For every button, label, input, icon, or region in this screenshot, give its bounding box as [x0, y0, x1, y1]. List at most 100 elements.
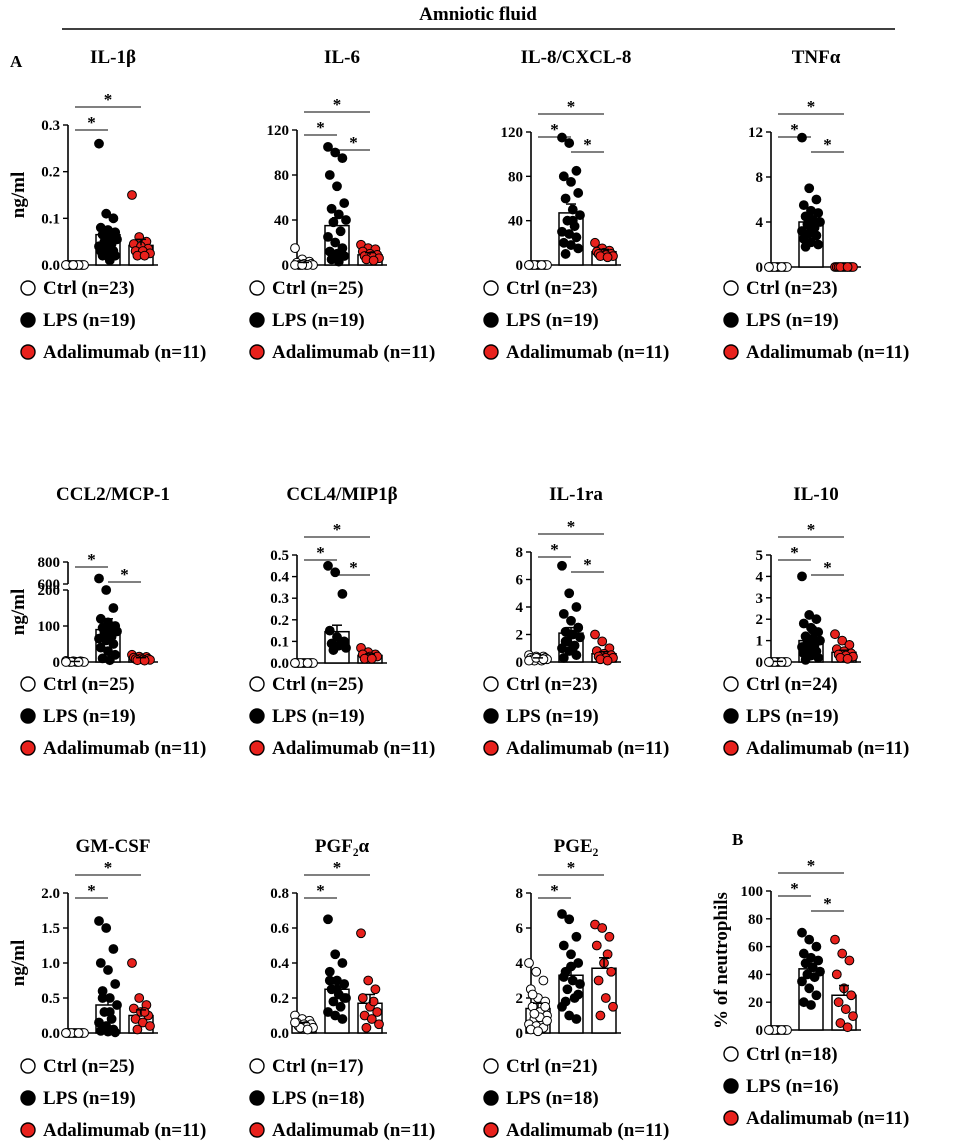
legend-label: LPS (n=19): [43, 1088, 136, 1109]
data-point-lps: [566, 949, 576, 960]
data-point-adalimumab: [593, 975, 604, 986]
significance-marker: *: [550, 120, 559, 139]
significance-marker: *: [87, 113, 96, 132]
legend-label: Ctrl (n=25): [43, 674, 135, 695]
data-point-lps: [564, 138, 575, 148]
data-point-lps: [337, 958, 348, 968]
legend-label: Adalimumab (n=11): [43, 1120, 206, 1141]
y-tick-label: 5: [756, 548, 764, 564]
data-point-lps: [560, 996, 571, 1007]
legend-marker-ctrl: [20, 676, 36, 692]
legend-label: Adalimumab (n=11): [506, 342, 669, 363]
data-point-lps: [566, 615, 576, 626]
data-point-lps: [797, 927, 807, 938]
data-point-lps: [560, 193, 571, 204]
data-point-adalimumab: [600, 993, 611, 1003]
data-point-lps: [108, 639, 119, 649]
data-point-lps: [811, 614, 822, 625]
data-point-lps: [797, 571, 807, 582]
data-point-lps: [558, 608, 569, 619]
data-point-adalimumab: [833, 997, 844, 1008]
y-tick-label: 0: [756, 655, 764, 671]
data-point-lps: [806, 1000, 816, 1010]
y-tick-label: 0: [516, 258, 524, 274]
legend-label: Adalimumab (n=11): [272, 342, 435, 363]
data-point-lps: [557, 560, 567, 571]
data-point-adalimumab: [842, 653, 853, 664]
data-point-ctrl: [764, 1025, 774, 1035]
data-point-lps: [110, 979, 121, 989]
data-point-lps: [804, 183, 815, 194]
chart-title: IL-1β: [90, 47, 136, 68]
legend-marker-adalimumab: [723, 740, 739, 756]
data-point-adalimumab: [134, 993, 145, 1003]
data-point-lps: [558, 652, 569, 663]
y-tick-label: 0.2: [270, 991, 289, 1007]
data-point-lps: [573, 243, 584, 254]
data-point-lps: [101, 585, 112, 595]
chart-title: TNFα: [792, 47, 841, 68]
data-point-adalimumab: [602, 655, 613, 666]
chart-title: CCL2/MCP-1: [56, 484, 170, 505]
data-point-lps: [324, 625, 335, 636]
data-point-ctrl: [290, 658, 300, 668]
data-point-lps: [804, 610, 815, 620]
data-point-lps: [337, 588, 348, 599]
data-point-lps: [97, 993, 108, 1003]
significance-marker: *: [790, 120, 799, 139]
chart-2: IL-6 0 40 80 120 * * * Ctrl (n=25) LPS (n=19) Adal…: [249, 47, 435, 363]
data-point-adalimumab: [357, 993, 368, 1003]
significance-marker: *: [567, 517, 576, 536]
y-tick-label: 60: [748, 940, 763, 956]
legend-marker-lps: [483, 708, 499, 724]
data-point-adalimumab: [830, 629, 840, 640]
data-point-ctrl: [536, 260, 547, 270]
y-tick-label: 8: [756, 170, 764, 186]
data-point-adalimumab: [597, 923, 608, 933]
significance-marker: *: [807, 97, 816, 116]
data-point-lps: [575, 210, 585, 221]
y-tick-label: 0: [53, 655, 61, 671]
y-tick-label: 120: [501, 125, 524, 141]
y-tick-label: 100: [741, 884, 764, 900]
y-tick-label: 0.6: [270, 921, 289, 937]
y-tick-label: 6: [516, 921, 524, 937]
data-point-lps: [323, 914, 333, 925]
data-point-lps: [108, 213, 119, 224]
data-point-adalimumab: [595, 1010, 606, 1021]
y-tick-label: 2: [516, 991, 524, 1007]
data-point-lps: [567, 215, 578, 226]
chart-title: IL-6: [324, 47, 360, 68]
y-tick-label: 4: [516, 956, 524, 972]
data-point-ctrl: [764, 657, 774, 667]
significance-marker: *: [333, 95, 342, 114]
data-point-lps: [807, 625, 818, 635]
y-tick-label: 800: [38, 555, 61, 571]
data-point-adalimumab: [848, 1011, 858, 1021]
legend-label: Adalimumab (n=11): [746, 1108, 909, 1129]
legend-label: Ctrl (n=25): [43, 1056, 135, 1077]
data-point-lps: [330, 567, 341, 578]
data-point-lps: [564, 914, 575, 925]
data-point-lps: [337, 1014, 348, 1024]
legend-label: LPS (n=16): [746, 1076, 839, 1097]
y-tick-label: 0.3: [41, 118, 60, 134]
data-point-lps: [571, 931, 582, 942]
significance-marker: *: [87, 550, 96, 569]
data-point-lps: [558, 972, 569, 982]
legend-label: Adalimumab (n=11): [746, 738, 909, 759]
data-point-adalimumab: [139, 250, 150, 261]
legend-marker-lps: [723, 1078, 739, 1094]
significance-marker: *: [550, 540, 559, 559]
legend-marker-ctrl: [249, 280, 265, 296]
significance-marker: *: [790, 543, 799, 562]
data-point-ctrl: [533, 1026, 543, 1037]
legend-label: Ctrl (n=23): [506, 278, 598, 299]
data-point-adalimumab: [840, 1004, 851, 1015]
significance-marker: *: [87, 881, 96, 900]
data-point-lps: [330, 237, 341, 248]
data-point-lps: [339, 198, 350, 209]
legend-label: Ctrl (n=25): [272, 278, 364, 299]
chart-3: IL-8/CXCL-8 0 40 80 120 * * * Ctrl (n=23) LPS (n=…: [483, 47, 669, 363]
data-point-lps: [94, 573, 104, 584]
